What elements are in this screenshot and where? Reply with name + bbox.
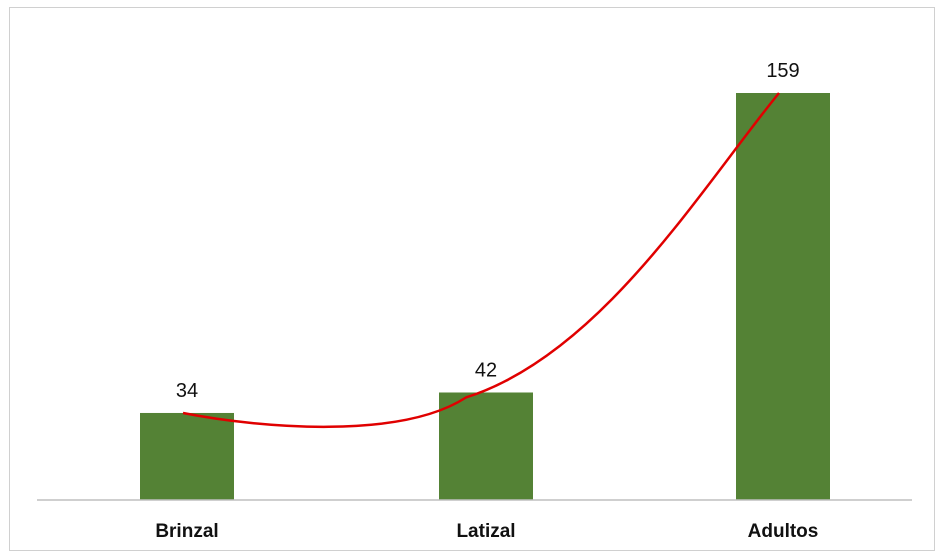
bar-adultos: [736, 93, 830, 500]
bars-group: [140, 93, 830, 500]
category-label-latizal: Latizal: [456, 521, 515, 542]
bar-latizal: [439, 392, 533, 500]
data-label-brinzal: 34: [176, 380, 198, 402]
category-label-brinzal: Brinzal: [155, 521, 218, 542]
bar-brinzal: [140, 412, 234, 500]
data-label-adultos: 159: [766, 60, 799, 82]
category-label-adultos: Adultos: [748, 521, 819, 542]
trend-line: [182, 92, 780, 429]
data-label-latizal: 42: [475, 359, 497, 381]
data-labels-group: 34 42 159: [176, 60, 800, 402]
category-labels-group: Brinzal Latizal Adultos: [155, 521, 818, 542]
